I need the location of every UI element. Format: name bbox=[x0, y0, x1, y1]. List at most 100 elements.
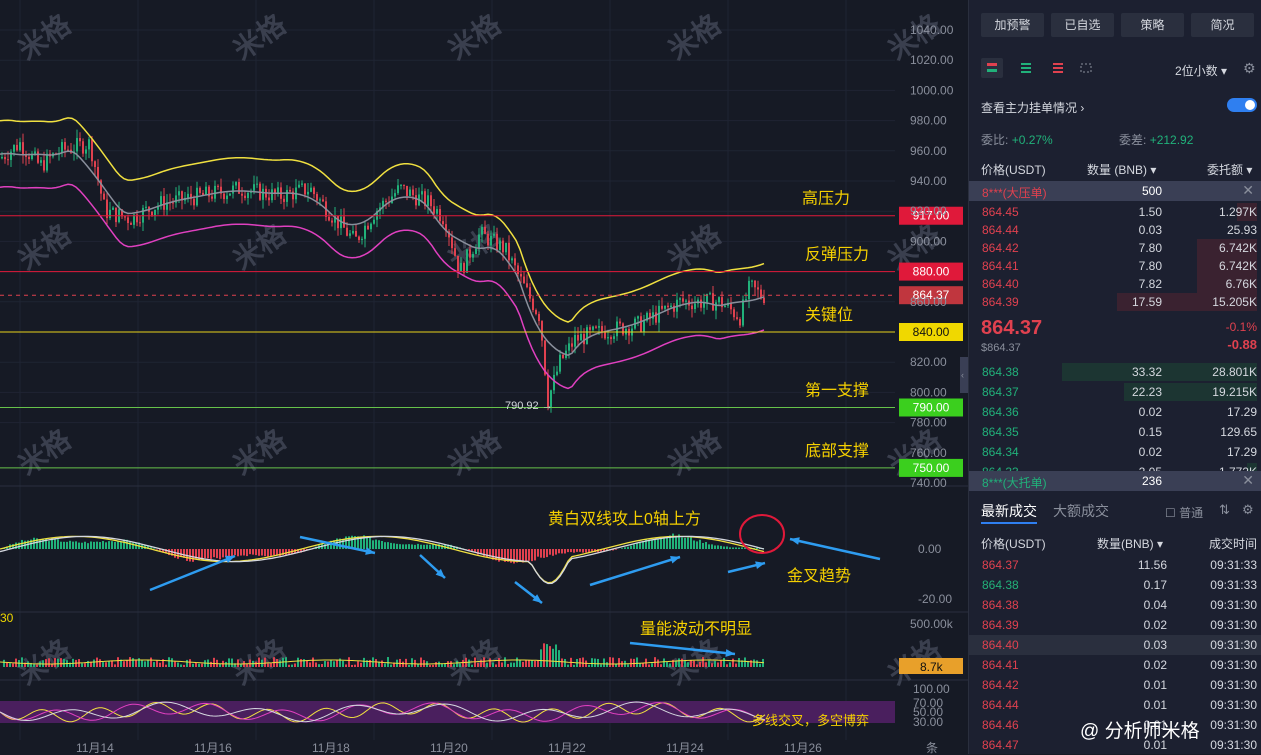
macd-bar bbox=[105, 542, 107, 549]
candle bbox=[505, 243, 507, 252]
candle bbox=[61, 142, 63, 153]
strategy-button[interactable]: 策略 bbox=[1121, 13, 1184, 37]
volume-bar bbox=[195, 663, 197, 667]
candle bbox=[409, 190, 411, 196]
candle bbox=[346, 228, 348, 236]
expand-icon[interactable] bbox=[1075, 58, 1097, 78]
candle bbox=[490, 236, 492, 246]
trade-time-header: 成交时间 bbox=[1209, 535, 1257, 552]
main-orders-link[interactable]: 查看主力挂单情况 › bbox=[981, 99, 1084, 116]
candlestick-chart[interactable]: 米格米格米格米格米格米格米格米格米格米格米格米格米格米格米格米格米格米格米格米格… bbox=[0, 0, 968, 754]
layout-bids-icon[interactable] bbox=[1015, 58, 1037, 78]
overview-button[interactable]: 简况 bbox=[1191, 13, 1254, 37]
volume-bar bbox=[408, 665, 410, 667]
volume-tick: 500.00k bbox=[910, 617, 954, 631]
normal-checkbox[interactable]: ☐ 普通 bbox=[1165, 504, 1203, 521]
price-tick: 940.00 bbox=[910, 174, 947, 188]
big-bid-row[interactable]: 8***(大托单) 236 ✕ bbox=[969, 471, 1261, 491]
candle bbox=[466, 249, 468, 272]
macd-bar bbox=[114, 542, 116, 549]
trade-qty-header[interactable]: 数量(BNB) ▾ bbox=[1097, 535, 1163, 552]
settings-icon[interactable]: ⚙ bbox=[1243, 60, 1256, 77]
tab-latest-trades[interactable]: 最新成交 bbox=[981, 501, 1037, 521]
decimals-select[interactable]: 2位小数 ▾ bbox=[1175, 62, 1227, 79]
volume-bar bbox=[447, 661, 449, 667]
candle bbox=[400, 185, 402, 186]
volume-bar bbox=[594, 659, 596, 667]
price-tick: 760.00 bbox=[910, 446, 947, 460]
volume-bar bbox=[714, 661, 716, 667]
volume-bar bbox=[174, 662, 176, 667]
ask-amount: 6.742K bbox=[1219, 241, 1257, 255]
candle bbox=[514, 258, 516, 265]
volume-bar bbox=[528, 660, 530, 667]
volume-bar bbox=[609, 657, 611, 667]
volume-bar bbox=[687, 662, 689, 667]
volume-bar bbox=[27, 661, 29, 667]
settings-icon[interactable]: ⚙ bbox=[1242, 502, 1254, 518]
volume-bar bbox=[507, 664, 509, 667]
filter-icon[interactable]: ⇅ bbox=[1219, 502, 1230, 518]
candle bbox=[742, 299, 744, 325]
price-tick: 800.00 bbox=[910, 385, 947, 399]
volume-bar bbox=[327, 662, 329, 667]
volume-bar bbox=[387, 657, 389, 667]
bid-qty: 22.23 bbox=[1132, 385, 1162, 399]
volume-bar bbox=[582, 657, 584, 667]
macd-bar bbox=[585, 549, 587, 553]
macd-bar bbox=[654, 539, 656, 549]
macd-bar bbox=[228, 549, 230, 557]
watchlist-button[interactable]: 已自选 bbox=[1051, 13, 1114, 37]
trade-price: 864.38 bbox=[982, 598, 1019, 612]
main-orders-toggle[interactable] bbox=[1227, 98, 1257, 112]
col-qty-header[interactable]: 数量 (BNB) ▾ bbox=[1087, 161, 1156, 178]
candle bbox=[433, 206, 435, 213]
volume-bar bbox=[516, 658, 518, 667]
candle bbox=[640, 316, 642, 331]
add-alert-button[interactable]: 加预警 bbox=[981, 13, 1044, 37]
bid-price: 864.37 bbox=[982, 385, 1019, 399]
close-icon: ✕ bbox=[1242, 182, 1254, 199]
volume-bar bbox=[723, 658, 725, 667]
tab-large-trades[interactable]: 大额成交 bbox=[1053, 501, 1109, 521]
macd-bar bbox=[69, 541, 71, 549]
candle bbox=[331, 220, 333, 222]
candle bbox=[532, 299, 534, 310]
layout-asks-icon[interactable] bbox=[1047, 58, 1069, 78]
level-label: 反弹压力 bbox=[805, 246, 869, 264]
candle bbox=[595, 327, 597, 328]
macd-bar bbox=[204, 549, 206, 558]
price-tick: 780.00 bbox=[910, 416, 947, 430]
candle bbox=[187, 194, 189, 198]
volume-bar bbox=[147, 660, 149, 667]
big-ask-row[interactable]: 8***(大压单) 500 ✕ bbox=[969, 181, 1261, 201]
candle bbox=[124, 216, 126, 217]
volume-bar bbox=[363, 658, 365, 667]
volume-bar bbox=[666, 662, 668, 667]
level-value: 880.00 bbox=[913, 265, 950, 279]
volume-bar bbox=[294, 663, 296, 667]
volume-bar bbox=[165, 665, 167, 667]
col-amount-header[interactable]: 委托额 ▾ bbox=[1207, 161, 1252, 178]
layout-both-icon[interactable] bbox=[981, 58, 1003, 78]
volume-bar bbox=[33, 664, 35, 667]
